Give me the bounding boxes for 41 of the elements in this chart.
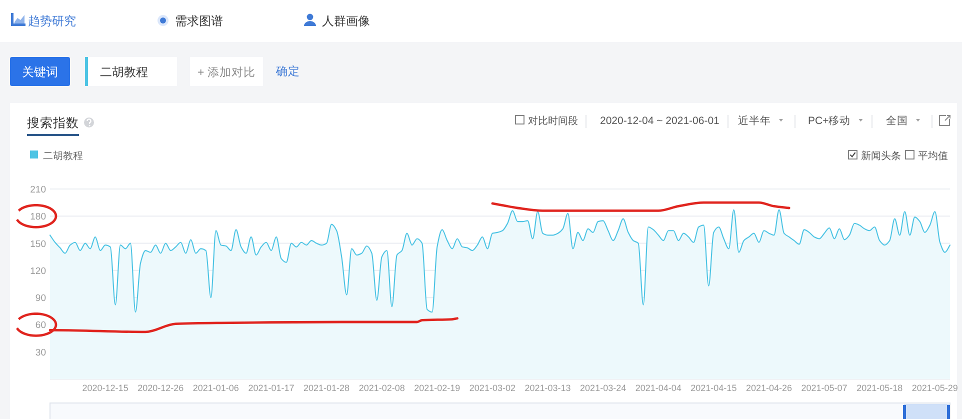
x-tick-label: 2021-04-26 (746, 383, 792, 393)
text: 对比时间段 (528, 115, 578, 127)
text: PC+移动 (808, 115, 851, 127)
legend-label: 二胡教程 (43, 150, 83, 162)
text: 关键词 (22, 65, 58, 79)
text: 平均值 (918, 150, 948, 162)
text: 趋势研究 (28, 14, 76, 28)
y-tick-label: 150 (30, 238, 46, 250)
text: + 添加对比 (198, 66, 256, 79)
y-tick-label: 90 (35, 293, 46, 304)
text: 近半年 (738, 114, 771, 127)
x-tick-label: 2021-03-02 (469, 383, 516, 393)
x-tick-label: 2021-03-24 (580, 383, 626, 393)
x-tick-label: 2020-12-15 (82, 383, 128, 393)
chart-title: 搜索指数 (27, 116, 79, 130)
x-tick-label: 2020-12-26 (138, 383, 184, 393)
x-tick-label: 2021-04-04 (635, 383, 682, 393)
x-tick-label: 2021-01-17 (248, 383, 294, 393)
y-tick-label: 210 (30, 184, 46, 196)
text: 需求图谱 (175, 14, 223, 28)
x-tick-label: 2021-03-13 (524, 383, 571, 393)
x-tick-label: 2021-01-28 (304, 383, 350, 393)
x-tick-label: 2021-05-18 (856, 383, 903, 393)
x-tick-label: 2021-01-06 (192, 383, 239, 393)
text: 新闻头条 (861, 150, 901, 162)
y-tick-label: 120 (30, 266, 46, 277)
x-tick-label: 2021-04-15 (690, 383, 737, 393)
x-tick-label: 2021-05-07 (801, 383, 848, 393)
x-tick-label: 2021-05-29 (912, 383, 958, 393)
y-tick-label: 180 (30, 212, 46, 223)
y-tick-label: 30 (35, 347, 46, 358)
text: 全国 (886, 115, 908, 127)
line-series (48, 317, 458, 334)
text: 2020-12-04 ~ 2021-06-01 (600, 115, 720, 127)
text: 确定 (275, 64, 300, 78)
line-series (491, 201, 790, 212)
text: 人群画像 (322, 14, 370, 28)
y-tick-label: 60 (35, 320, 46, 332)
x-tick-label: 2021-02-08 (358, 383, 405, 393)
text: 二胡教程 (100, 65, 148, 79)
x-tick-label: 2021-02-19 (414, 383, 460, 393)
